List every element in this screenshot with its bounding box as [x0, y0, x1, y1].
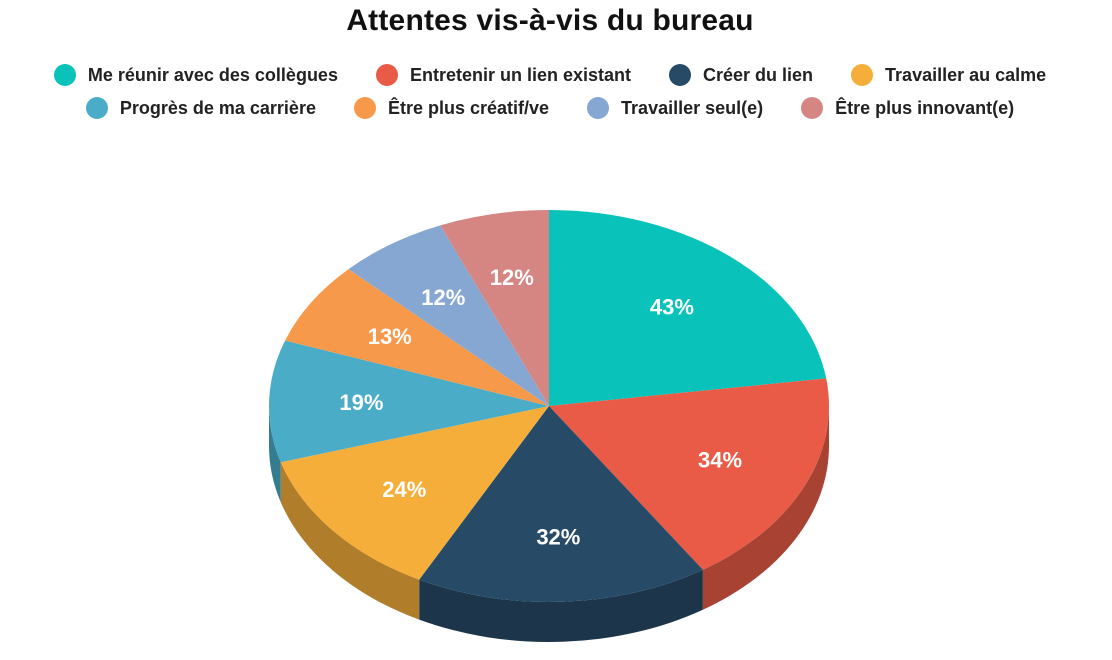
legend-label-travailler-seul: Travailler seul(e)	[621, 97, 764, 118]
legend-swatch-entretenir-lien	[375, 64, 398, 86]
legend-item-plus-creatif[interactable]: Être plus créatif/ve	[353, 97, 550, 119]
legend-item-travailler-calme[interactable]: Travailler au calme	[851, 64, 1046, 86]
pie-sides	[269, 406, 829, 642]
pie-slice-progres-de-ma-carriere[interactable]	[269, 340, 549, 463]
legend-swatch-plus-creatif	[353, 97, 376, 119]
pie-slice-etre-plus-creatif-ve[interactable]	[285, 269, 549, 406]
slice-value-label-me-reunir-avec-des-collegues: 43%	[650, 294, 694, 319]
pie-slice-travailler-au-calme[interactable]	[280, 406, 549, 580]
legend-swatch-progres-carriere	[85, 97, 108, 119]
slice-value-label-travailler-au-calme: 24%	[382, 477, 426, 502]
pie-side-creer-du-lien	[419, 569, 703, 642]
pie-tops	[269, 210, 829, 602]
slice-value-label-entretenir-un-lien-existant: 34%	[698, 448, 742, 473]
legend-item-entretenir-lien[interactable]: Entretenir un lien existant	[375, 64, 632, 86]
legend-item-travailler-seul[interactable]: Travailler seul(e)	[587, 97, 763, 119]
legend-label-plus-creatif: Être plus créatif/ve	[387, 97, 550, 118]
pie-slice-travailler-seul-e[interactable]	[348, 225, 549, 406]
pie-slice-creer-du-lien[interactable]	[419, 406, 703, 602]
legend-label-plus-innovant: Être plus innovant(e)	[835, 97, 1015, 118]
legend-item-progres-carriere[interactable]: Progrès de ma carrière	[85, 97, 316, 119]
legend-swatch-travailler-calme	[851, 64, 874, 86]
legend-row-1: Me réunir avec des collègues Entretenir …	[0, 64, 1100, 86]
legend-row-2: Progrès de ma carrière Être plus créatif…	[0, 97, 1100, 119]
legend-swatch-me-reunir	[53, 64, 76, 86]
pie-slice-entretenir-un-lien-existant[interactable]	[549, 378, 829, 570]
pie-side-progres-de-ma-carriere	[269, 406, 281, 503]
legend-swatch-creer-lien	[669, 64, 692, 86]
legend-swatch-travailler-seul	[587, 97, 610, 119]
legend-label-travailler-calme: Travailler au calme	[885, 64, 1047, 85]
legend-swatch-plus-innovant	[801, 97, 824, 119]
slice-value-label-progres-de-ma-carriere: 19%	[339, 390, 383, 415]
pie-side-travailler-au-calme	[280, 462, 420, 620]
chart-title: Attentes vis-à-vis du bureau	[346, 4, 754, 37]
legend-label-creer-lien: Créer du lien	[703, 64, 814, 85]
slice-value-label-etre-plus-innovant-e: 12%	[490, 265, 534, 290]
legend-label-progres-carriere: Progrès de ma carrière	[119, 97, 316, 118]
legend-item-creer-lien[interactable]: Créer du lien	[669, 64, 813, 86]
pie-slice-etre-plus-innovant-e[interactable]	[440, 210, 549, 406]
pie-slice-me-reunir-avec-des-collegues[interactable]	[549, 210, 827, 406]
slice-value-label-etre-plus-creatif-ve: 13%	[368, 324, 412, 349]
legend-item-plus-innovant[interactable]: Être plus innovant(e)	[801, 97, 1014, 119]
slice-value-label-creer-du-lien: 32%	[536, 525, 580, 550]
legend-label-me-reunir: Me réunir avec des collègues	[87, 64, 338, 85]
slice-value-label-travailler-seul-e: 12%	[421, 285, 465, 310]
pie-labels: 43% 34% 32% 24% 19% 13% 12% 12%	[339, 265, 742, 550]
pie-side-entretenir-un-lien-existant	[702, 406, 829, 610]
legend-label-entretenir-lien: Entretenir un lien existant	[409, 64, 632, 85]
legend-item-me-reunir[interactable]: Me réunir avec des collègues	[53, 64, 338, 86]
